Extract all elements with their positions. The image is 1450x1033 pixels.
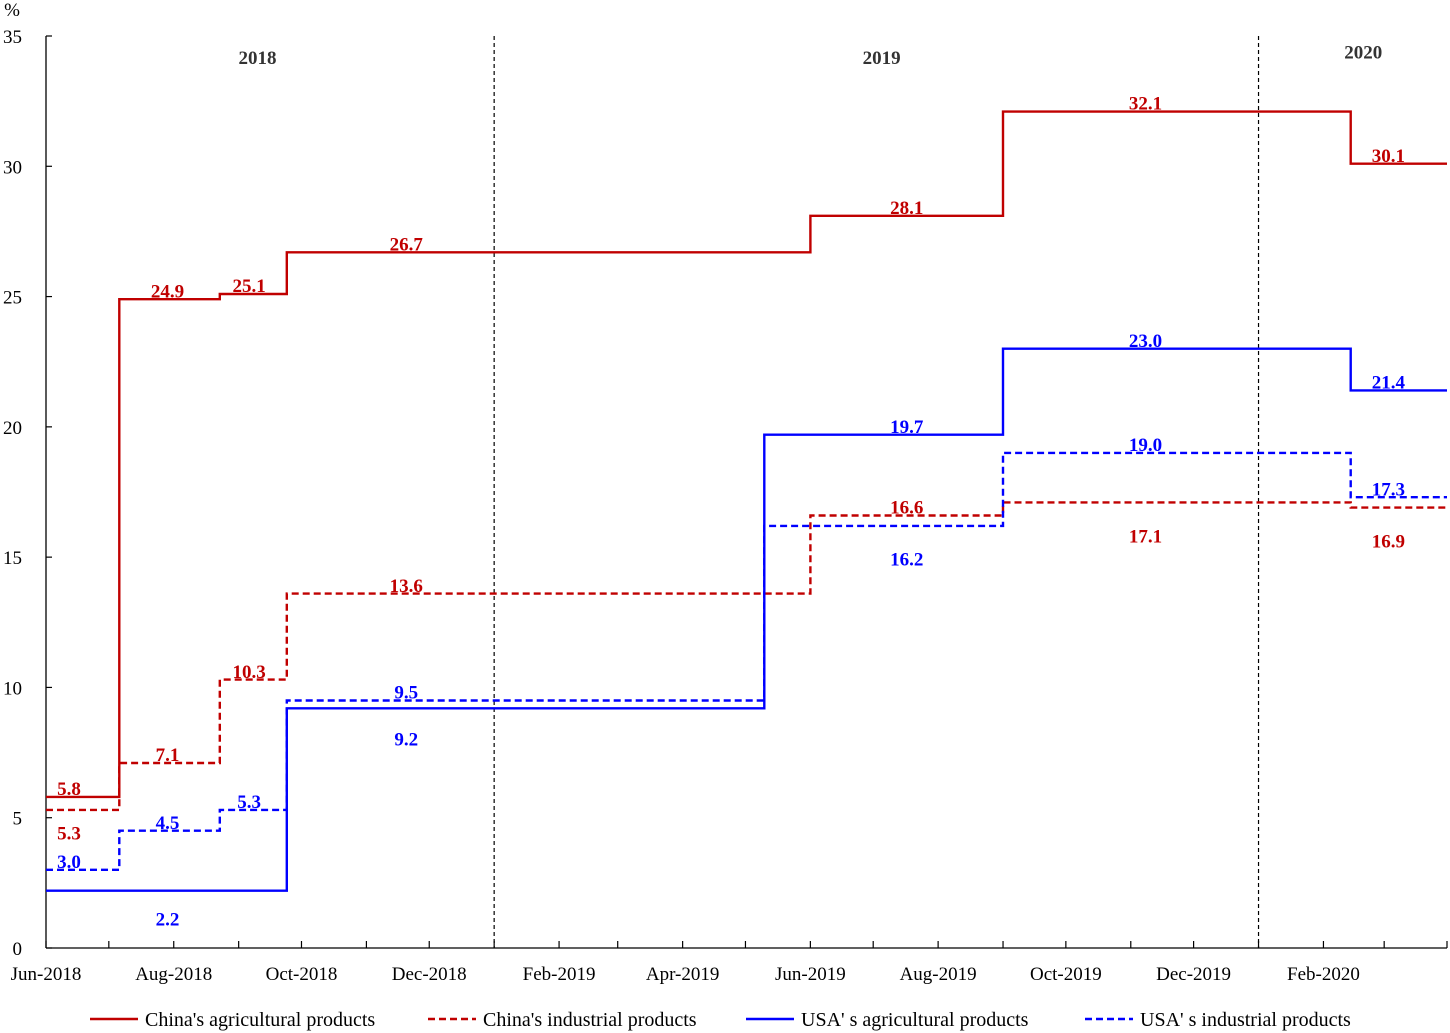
x-tick-label-3: Dec-2018 [392,964,467,985]
y-tick-label-10: 10 [3,678,22,699]
legend-label-0: China's agricultural products [145,1009,375,1031]
year-label-2020: 2020 [1344,43,1382,64]
data-label-2-4: 21.4 [1372,373,1406,394]
y-unit-label: % [4,0,20,21]
x-tick-label-4: Feb-2019 [523,964,596,985]
data-labels-layer: 5.8 24.9 25.1 26.7 28.1 32.1 30.1 5.3 7.1 10.3 13.… [57,94,1405,931]
data-label-1-6: 16.9 [1372,532,1405,553]
year-label-2019: 2019 [863,48,901,69]
data-label-3-4: 16.2 [890,550,923,571]
data-label-3-3: 9.5 [394,683,418,704]
year-label-2018: 2018 [239,48,277,69]
data-label-0-6: 30.1 [1372,146,1405,167]
series-layer [46,110,1447,892]
data-label-0-1: 24.9 [151,281,184,302]
data-label-3-1: 4.5 [156,813,180,834]
data-label-1-4: 16.6 [890,498,923,519]
data-label-3-6: 17.3 [1372,479,1405,500]
x-tick-label-2: Oct-2018 [266,964,338,985]
x-tick-label-1: Aug-2018 [135,964,212,985]
data-label-1-1: 7.1 [156,745,180,766]
y-tick-label-35: 35 [3,27,22,48]
data-label-2-0: 2.2 [156,909,180,930]
axes: 2018 2019 2020 0 5 10 15 20 25 30 35% Jun-2018 Aug-2… [3,0,1448,985]
data-label-2-1: 9.2 [394,730,418,751]
series-line-0 [46,110,1447,799]
y-tick-label-30: 30 [3,157,22,178]
x-tick-label-0: Jun-2018 [11,964,82,985]
data-label-0-3: 26.7 [390,234,424,255]
data-label-3-2: 5.3 [237,792,261,813]
legend-label-3: USA' s industrial products [1140,1009,1351,1031]
data-label-0-2: 25.1 [233,276,266,297]
data-label-0-5: 32.1 [1129,94,1162,115]
y-tick-label-20: 20 [3,418,22,439]
data-label-3-5: 19.0 [1129,435,1162,456]
series-line-3 [46,451,1447,871]
legend: China's agricultural products China's ind… [90,1009,1351,1031]
data-label-3-0: 3.0 [57,852,81,873]
data-label-1-5: 17.1 [1129,526,1162,547]
data-label-0-0: 5.8 [57,779,81,800]
data-label-0-4: 28.1 [890,198,923,219]
data-label-1-2: 10.3 [233,662,266,683]
y-tick-label-5: 5 [13,809,23,830]
x-tick-label-5: Apr-2019 [646,964,720,985]
x-tick-label-8: Oct-2019 [1030,964,1102,985]
data-label-1-3: 13.6 [390,576,423,597]
x-tick-label-7: Aug-2019 [900,964,977,985]
y-tick-label-0: 0 [13,939,23,960]
x-tick-label-6: Jun-2019 [775,964,846,985]
data-label-1-0: 5.3 [57,823,81,844]
legend-label-2: USA' s agricultural products [801,1009,1029,1031]
legend-label-1: China's industrial products [483,1009,697,1031]
y-tick-label-15: 15 [3,548,22,569]
y-tick-label-25: 25 [3,288,22,309]
data-label-2-3: 23.0 [1129,331,1162,352]
data-label-2-2: 19.7 [890,417,924,438]
x-tick-label-10: Feb-2020 [1287,964,1360,985]
x-tick-label-9: Dec-2019 [1156,964,1231,985]
year-divider-layer [493,36,1260,948]
series-line-1 [46,501,1447,812]
